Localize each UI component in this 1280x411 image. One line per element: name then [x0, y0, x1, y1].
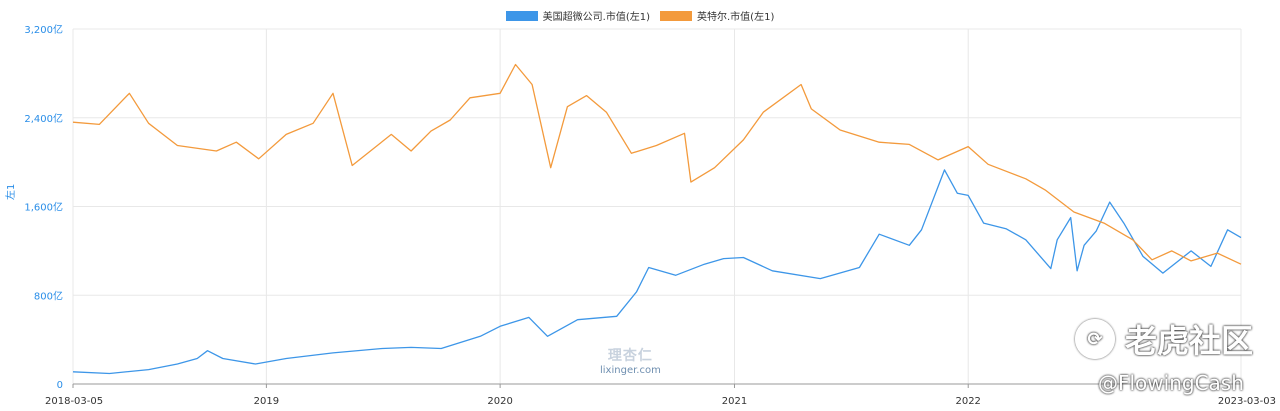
- legend-item-amd[interactable]: 美国超微公司.市值(左1): [505, 8, 650, 23]
- x-tick-label: 2023-03-03: [1218, 396, 1276, 407]
- legend-label-amd: 美国超微公司.市值(左1): [542, 12, 650, 23]
- y-tick-label: 0: [57, 380, 63, 391]
- legend-label-intel: 英特尔.市值(左1): [697, 12, 775, 23]
- series-line-1: [72, 63, 1242, 265]
- y-tick-label: 3,200亿: [24, 23, 63, 36]
- author-handle-watermark: @FlowingCash: [1098, 371, 1244, 395]
- lixinger-watermark-cn: 理杏仁: [607, 348, 653, 364]
- tiger-watermark-text: 老虎社区: [1125, 322, 1254, 360]
- x-tick-label: 2022: [955, 396, 980, 407]
- y-tick-label: 2,400亿: [24, 112, 63, 125]
- lixinger-watermark-en: lixinger.com: [600, 365, 661, 376]
- y-tick-label: 1,600亿: [24, 201, 63, 214]
- y-axis-label: 左1: [6, 183, 17, 200]
- tiger-logo-icon: ⟳: [1075, 319, 1115, 359]
- x-axis-ticks: 2018-03-05 2019 2020 2021 2022 2023-03-03: [45, 384, 1276, 407]
- x-tick-label: 2018-03-05: [45, 396, 103, 407]
- y-tick-label: 800亿: [34, 289, 63, 302]
- tiger-community-watermark: ⟳ 老虎社区: [1075, 316, 1253, 362]
- lixinger-watermark: 理杏仁 lixinger.com: [600, 345, 661, 376]
- series-line-0: [72, 169, 1242, 375]
- x-tick-label: 2019: [254, 396, 279, 407]
- legend: 美国超微公司.市值(左1) 英特尔.市值(左1): [0, 8, 1280, 23]
- x-tick-label: 2021: [722, 396, 747, 407]
- x-tick-label: 2020: [487, 396, 512, 407]
- legend-item-intel[interactable]: 英特尔.市值(左1): [660, 8, 774, 23]
- grid: [72, 28, 1242, 385]
- legend-swatch-intel: [660, 10, 692, 21]
- y-axis-ticks: 0 800亿 1,600亿 2,400亿 3,200亿: [24, 23, 63, 391]
- legend-swatch-amd: [505, 10, 538, 21]
- series-lines: [72, 63, 1242, 375]
